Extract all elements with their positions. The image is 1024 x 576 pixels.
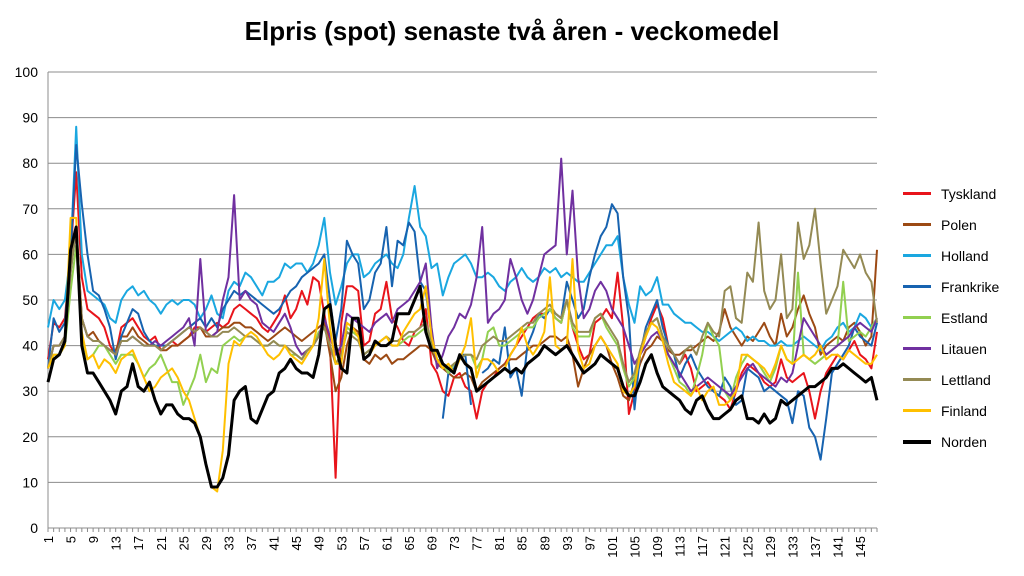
x-tick-label: 125 [740,536,755,558]
y-tick-label: 30 [22,383,38,399]
legend-item-frankrike: Frankrike [903,271,999,302]
series-line-frankrike [47,144,878,461]
x-tick-label: 89 [537,536,552,550]
x-tick-label: 77 [470,536,485,550]
x-tick-label: 17 [131,536,146,550]
x-tick-label: 25 [176,536,191,550]
x-tick-label: 53 [334,536,349,550]
legend-swatch [903,347,931,350]
y-tick-label: 90 [22,110,38,126]
x-tick-label: 65 [402,536,417,550]
legend-swatch [903,439,931,444]
series-line-lettland [47,207,878,384]
y-tick-label: 40 [22,338,38,354]
y-tick-label: 10 [22,474,38,490]
y-tick-label: 70 [22,201,38,217]
x-tick-label: 57 [357,536,372,550]
legend-item-finland: Finland [903,395,999,426]
series-line-holland [47,125,878,352]
x-tick-label: 109 [650,536,665,558]
series-line-norden [46,225,879,489]
x-tick-label: 33 [221,536,236,550]
series-lines [46,125,879,493]
legend-item-tyskland: Tyskland [903,178,999,209]
x-tick-label: 121 [718,536,733,558]
x-tick-label: 101 [605,536,620,558]
x-tick-label: 81 [492,536,507,550]
x-tick-label: 13 [109,536,124,550]
x-tick-label: 93 [560,536,575,550]
legend-swatch [903,285,931,288]
legend-label: Lettland [941,371,991,388]
legend-label: Frankrike [941,278,1000,295]
x-tick-label: 141 [831,536,846,558]
legend-label: Litauen [941,340,987,357]
x-axis: 1 5 9 13 17 21 25 29 33 37 41 45 49 53 57 61 65 69 73 77 81 8… [41,527,878,558]
x-tick-label: 113 [673,536,688,557]
x-tick-label: 105 [628,536,643,558]
series-line-litauen [47,157,878,397]
x-tick-label: 133 [785,536,800,558]
legend-label: Tyskland [941,185,997,202]
legend-item-norden: Norden [903,426,999,457]
x-tick-label: 97 [582,536,597,550]
x-tick-label: 129 [763,536,778,558]
legend-swatch [903,316,931,319]
y-tick-label: 20 [22,429,38,445]
x-tick-label: 73 [447,536,462,550]
x-tick-label: 117 [695,536,710,557]
legend-item-polen: Polen [903,209,999,240]
y-tick-label: 50 [22,292,38,308]
x-tick-label: 45 [289,536,304,550]
x-tick-label: 69 [424,536,439,550]
x-tick-label: 61 [379,536,394,550]
y-tick-label: 80 [22,155,38,171]
x-tick-label: 1 [41,536,56,543]
series-line-finland [47,216,878,493]
legend-item-lettland: Lettland [903,364,999,395]
legend-label: Polen [941,216,977,233]
x-tick-label: 37 [244,536,259,550]
y-axis: 0 10 20 30 40 50 60 70 80 90 100 [15,64,49,536]
legend-swatch [903,254,931,257]
x-tick-label: 49 [312,536,327,550]
legend-label: Norden [941,433,987,450]
series-line-tyskland [47,171,878,479]
legend-swatch [903,223,931,226]
legend-item-litauen: Litauen [903,333,999,364]
legend-swatch [903,192,931,195]
x-tick-label: 21 [154,536,169,550]
x-tick-label: 145 [853,536,868,558]
x-tick-label: 29 [199,536,214,550]
y-tick-label: 60 [22,246,38,262]
x-tick-label: 137 [808,536,823,558]
legend: Tyskland Polen Holland Frankrike Estland Lita… [903,178,999,457]
y-tick-label: 100 [15,64,39,80]
legend-item-holland: Holland [903,240,999,271]
legend-item-estland: Estland [903,302,999,333]
legend-swatch [903,409,931,412]
legend-swatch [903,378,931,381]
y-tick-label: 0 [30,520,38,536]
legend-label: Holland [941,247,989,264]
legend-label: Finland [941,402,987,419]
series-line-polen [47,226,878,402]
x-tick-label: 85 [515,536,530,550]
x-tick-label: 9 [86,536,101,543]
x-tick-label: 5 [64,536,79,543]
legend-label: Estland [941,309,988,326]
chart-title: Elpris (spot) senaste två åren - veckome… [244,16,780,46]
grid-lines [48,71,877,529]
x-tick-label: 41 [267,536,282,550]
